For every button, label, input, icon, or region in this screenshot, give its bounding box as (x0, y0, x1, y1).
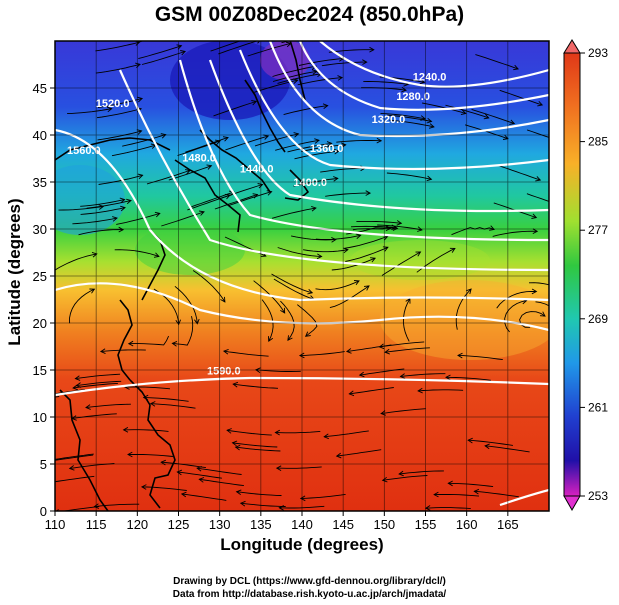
credit-drawing: Drawing by DCL (https://www.gfd-dennou.o… (0, 576, 619, 587)
x-tick-label: 165 (497, 517, 519, 532)
y-tick-label: 30 (33, 222, 47, 237)
y-tick-label: 25 (33, 269, 47, 284)
colorbar-tick-label: 285 (588, 135, 608, 149)
y-tick-label: 0 (40, 504, 47, 519)
colorbar-ticks: 293 285 277 269 261 253 (580, 46, 608, 503)
streamline-arrow (15, 400, 20, 405)
streamline-arrow (176, 29, 181, 34)
temperature-map: 1240.0 1280.0 1320.0 1360.0 1400.0 1440.0 1480… (0, 0, 619, 605)
y-tick-label: 35 (33, 175, 47, 190)
colorbar-max-arrow (564, 40, 580, 53)
streamline-arrow (321, 32, 326, 37)
colorbar: 293 285 277 269 261 253 (564, 40, 608, 510)
contour-label: 1560.0 (67, 145, 101, 157)
streamline-arrow (248, 36, 253, 41)
y-tick-label: 40 (33, 128, 47, 143)
streamline (136, 29, 179, 42)
colorbar-tick-label: 269 (588, 312, 608, 326)
streamline-arrow (49, 458, 54, 463)
streamline-arrow (175, 28, 180, 33)
contour-label: 1400.0 (293, 177, 327, 189)
x-tick-label: 125 (168, 517, 190, 532)
contour-label: 1320.0 (372, 114, 406, 126)
contour-label: 1440.0 (240, 164, 274, 176)
colorbar-tick-label: 261 (588, 400, 608, 414)
y-tick-label: 15 (33, 363, 47, 378)
x-axis-label: Longitude (degrees) (55, 535, 549, 555)
x-tick-label: 145 (332, 517, 354, 532)
longitude-ticks: 110 115 120 125 130 135 140 145 150 155 160 165 (45, 511, 519, 532)
x-tick-label: 115 (86, 517, 107, 532)
x-tick-label: 140 (291, 517, 313, 532)
colorbar-tick-label: 253 (588, 489, 608, 503)
colorbar-tick-label: 293 (588, 46, 608, 60)
credit-data-source: Data from http://database.rish.kyoto-u.a… (0, 589, 619, 600)
y-tick-label: 20 (33, 316, 47, 331)
y-axis-label: Latitude (degrees) (5, 152, 25, 392)
y-tick-label: 10 (33, 410, 47, 425)
x-tick-label: 120 (126, 517, 148, 532)
x-tick-label: 160 (456, 517, 478, 532)
colorbar-tick-label: 277 (588, 223, 608, 237)
x-tick-label: 130 (209, 517, 231, 532)
x-tick-label: 155 (415, 517, 437, 532)
y-tick-label: 45 (33, 81, 47, 96)
x-tick-label: 150 (373, 517, 395, 532)
colorbar-body (564, 53, 580, 496)
contour-label: 1280.0 (396, 91, 430, 103)
x-tick-label: 135 (250, 517, 272, 532)
y-tick-label: 5 (40, 457, 47, 472)
contour-label: 1360.0 (310, 143, 344, 155)
contour-label: 1240.0 (413, 71, 447, 83)
streamline-arrow (50, 480, 55, 485)
latitude-ticks: 0 5 10 15 20 25 30 35 40 45 (33, 81, 55, 519)
streamline (15, 397, 60, 403)
colorbar-min-arrow (564, 496, 580, 510)
contour-label: 1520.0 (96, 98, 130, 110)
streamline-arrow (49, 457, 54, 462)
x-tick-label: 110 (45, 517, 66, 532)
contour-label: 1590.0 (207, 366, 241, 378)
contour-label: 1480.0 (182, 152, 216, 164)
streamline-arrow (40, 393, 45, 398)
